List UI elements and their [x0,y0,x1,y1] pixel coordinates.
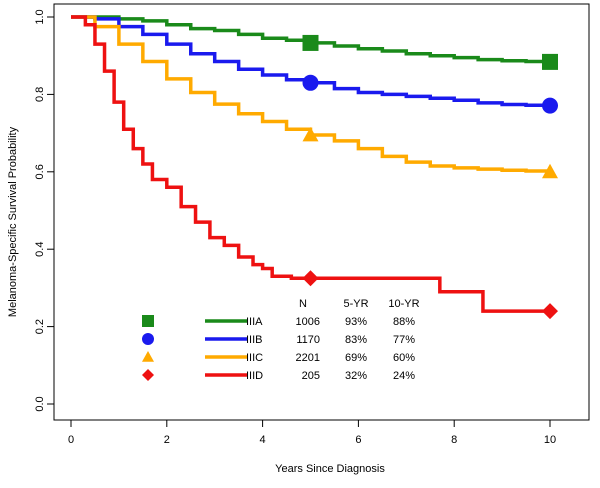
legend-header-yr5: 5-YR [343,298,368,310]
series-line-iiia [71,15,552,64]
series-marker-5yr-iiia [302,34,319,51]
legend-marker-iiia [142,315,154,327]
legend-label-iiic: IIIC [246,352,263,364]
legend-label-iiid: IIID [246,370,263,382]
legend-10yr-iiia: 88% [393,316,415,328]
legend-n-iiid: 205 [302,370,320,382]
legend-5yr-iiia: 93% [345,316,367,328]
y-tick-label: 0.2 [34,319,46,334]
legend-5yr-iiib: 83% [345,334,367,346]
y-tick-label: 0.0 [34,396,46,411]
plot-frame [53,3,590,421]
legend-10yr-iiic: 60% [393,352,415,364]
series-marker-10yr-iiid [542,303,558,320]
legend-n-iiib: 1170 [296,334,320,346]
series-marker-10yr-iiia [542,53,558,70]
x-tick-label: 2 [164,434,170,446]
y-tick-label: 0.6 [34,164,46,179]
x-tick-label: 4 [260,434,266,446]
legend: N 5-YR 10-YR IIIA 1006 93% 88% IIIB 1170 83% 77% II… [142,298,420,382]
x-tick-label: 0 [68,434,74,446]
legend-marker-iiid [142,369,154,381]
legend-label-iiib: IIIB [246,334,263,346]
y-axis-label: Melanoma-Specific Survival Probability [7,126,19,317]
legend-5yr-iiic: 69% [345,352,367,364]
legend-10yr-iiib: 77% [393,334,415,346]
legend-marker-iiic [142,351,154,362]
legend-label-iiia: IIIA [246,316,263,328]
x-tick-label: 8 [451,434,457,446]
axes: 0 2 4 6 8 10 0.0 0.2 0.4 0.6 0.8 1.0 [34,9,556,446]
x-tick-label: 6 [355,434,361,446]
legend-5yr-iiid: 32% [345,370,367,382]
y-tick-label: 1.0 [34,9,46,24]
series-marker-5yr-iiid [302,270,319,287]
legend-header-n: N [299,298,307,310]
legend-header-yr10: 10-YR [388,298,419,310]
series-layer [71,15,558,320]
series-marker-10yr-iiib [542,97,558,114]
series-marker-10yr-iiic [542,163,558,179]
x-axis-label: Years Since Diagnosis [275,463,385,475]
legend-n-iiic: 2201 [296,352,320,364]
series-marker-5yr-iiic [302,127,319,142]
series-marker-5yr-iiib [302,74,319,91]
legend-10yr-iiid: 24% [393,370,415,382]
y-tick-label: 0.4 [34,242,46,257]
x-tick-label: 10 [544,434,556,446]
legend-n-iiia: 1006 [296,316,320,328]
y-tick-label: 0.8 [34,87,46,102]
legend-marker-iiib [142,333,154,345]
